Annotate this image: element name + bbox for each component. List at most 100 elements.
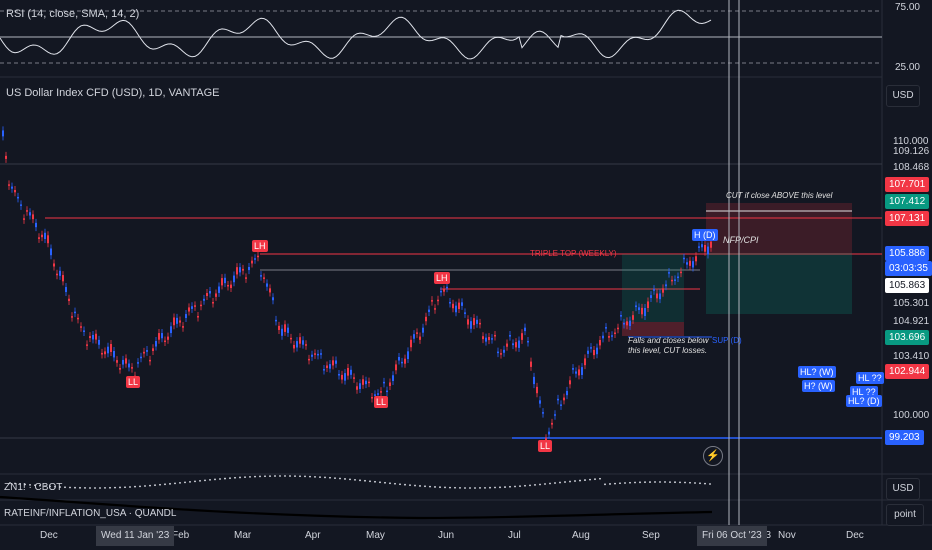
pivot-marker: HL? (W) (798, 366, 836, 378)
candle (407, 351, 409, 360)
candle (8, 184, 10, 186)
zn-dot (159, 483, 161, 486)
candle (11, 186, 13, 189)
candle (92, 334, 94, 340)
candle (356, 386, 358, 390)
zn-dot (579, 479, 581, 482)
cut-above-note: CUT if close ABOVE this level (726, 191, 833, 200)
candle (38, 237, 40, 239)
candle (197, 316, 199, 318)
candle (521, 333, 523, 340)
zn-dot (624, 482, 626, 484)
zn-dot (199, 479, 201, 482)
currency-button[interactable]: USD (886, 85, 920, 107)
candle (251, 260, 253, 264)
candle (455, 305, 457, 313)
zn-dot (464, 487, 466, 489)
candle (257, 255, 259, 258)
candle (248, 266, 250, 271)
candle (35, 222, 37, 228)
zn-dot (594, 478, 596, 481)
zn-dot (599, 477, 601, 480)
point-scale-button[interactable]: point (886, 504, 924, 526)
zn-dot (149, 484, 151, 487)
price-tag: 03:03:35 (885, 261, 932, 276)
zn-dot (189, 480, 191, 483)
zn-dot (339, 477, 341, 480)
candle (332, 360, 334, 366)
pivot-marker: LL (374, 396, 389, 408)
candle (395, 364, 397, 371)
time-tick: Jun (438, 530, 455, 541)
zn-dot (269, 475, 271, 478)
candle (116, 360, 118, 363)
zn-dot (319, 476, 321, 479)
candle (50, 248, 52, 256)
candle (701, 244, 703, 248)
candle (638, 307, 640, 311)
candle (311, 354, 313, 357)
candle (344, 373, 346, 381)
zn-dot (479, 487, 481, 489)
candle (98, 339, 100, 345)
candle (86, 344, 88, 346)
candle (14, 190, 16, 193)
candle (182, 326, 184, 328)
zn-dot (659, 481, 661, 483)
candle (194, 305, 196, 307)
zn-dot (94, 487, 96, 489)
candle (560, 404, 562, 406)
candle (428, 309, 430, 313)
zn-dot (504, 486, 506, 488)
time-tick: Sep (642, 530, 660, 541)
candle (110, 344, 112, 353)
candle (164, 340, 166, 343)
zn-dot (679, 481, 681, 484)
usd-scale-button[interactable]: USD (886, 478, 920, 500)
zn-dot (554, 482, 556, 484)
zn-dot (699, 482, 701, 485)
zn-dot (509, 485, 511, 488)
zn-dot (204, 479, 206, 482)
candle (323, 369, 325, 371)
candle (188, 307, 190, 312)
candle (176, 317, 178, 324)
candle (41, 234, 43, 238)
candle (218, 286, 220, 293)
candle (431, 300, 433, 302)
zn-dot (44, 485, 46, 487)
candle (107, 346, 109, 354)
candle (266, 283, 268, 287)
candle (596, 347, 598, 355)
zn-dot (179, 481, 181, 484)
candle (572, 368, 574, 370)
candle (458, 302, 460, 310)
zn-dot (409, 484, 411, 487)
candle (602, 335, 604, 339)
candle (539, 400, 541, 404)
candle (692, 261, 694, 268)
lightning-icon[interactable]: ⚡ (703, 446, 723, 466)
zn-dot (249, 475, 251, 478)
price-tick: 105.301 (893, 298, 930, 309)
symbol-legend: US Dollar Index CFD (USD), 1D, VANTAGE (6, 87, 220, 99)
candle (272, 297, 274, 301)
candle (644, 307, 646, 316)
candle (320, 353, 322, 355)
candle (20, 204, 22, 206)
candle (605, 327, 607, 329)
zn-dot (304, 475, 306, 478)
falls-note-line1: Falls and closes below (628, 336, 709, 345)
pivot-marker: LL (538, 440, 553, 452)
candle (434, 308, 436, 310)
candle (641, 307, 643, 315)
candle (242, 268, 244, 271)
candle (362, 379, 364, 385)
pivot-marker: LH (434, 272, 450, 284)
price-tick: 100.000 (893, 410, 930, 421)
candle (341, 374, 343, 380)
zn-dot (209, 478, 211, 481)
zn-dot (84, 487, 86, 489)
candle (26, 210, 28, 212)
